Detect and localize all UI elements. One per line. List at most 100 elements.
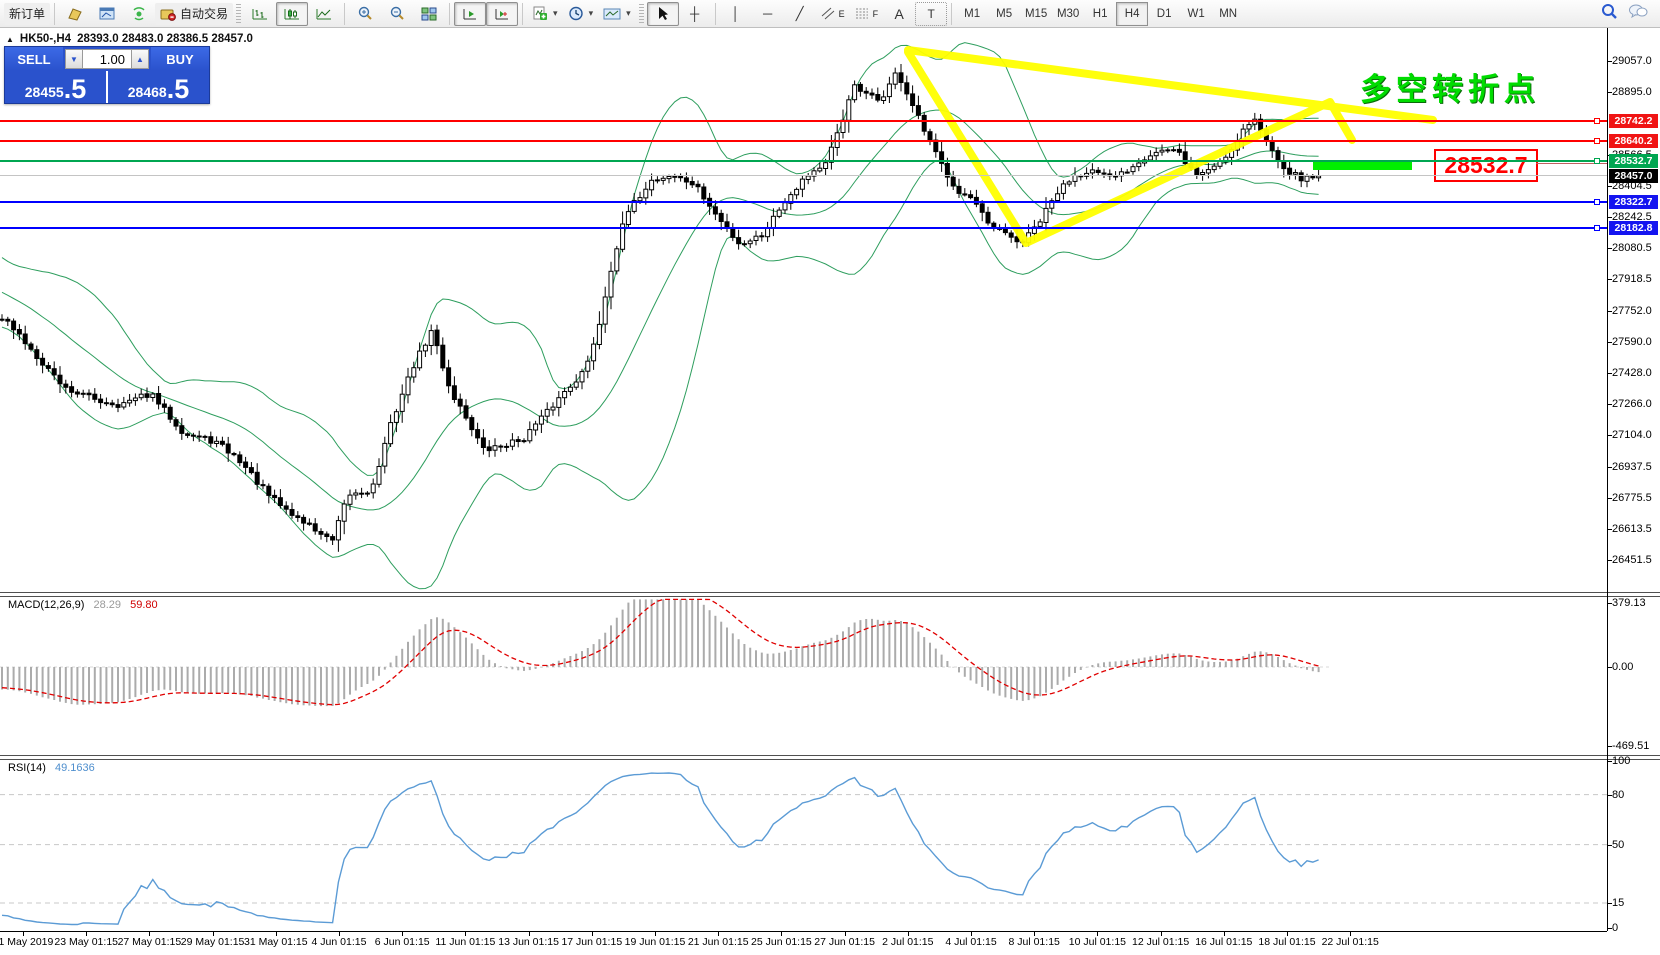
timeframe-d1[interactable]: D1 xyxy=(1156,7,1172,20)
date-label[interactable]: 31 May 01:15 xyxy=(243,936,308,948)
timeframe-m30[interactable]: M30 xyxy=(1056,7,1080,20)
date-tick xyxy=(907,932,909,936)
date-tick xyxy=(1160,932,1162,936)
new-order-button[interactable]: 新订单 xyxy=(4,2,51,25)
date-label[interactable]: 27 May 01:15 xyxy=(117,936,182,948)
timeframe-m15[interactable]: M15 xyxy=(1024,7,1048,20)
date-label[interactable]: 22 Jul 01:15 xyxy=(1321,936,1379,948)
data-window-icon[interactable] xyxy=(123,2,155,26)
date-label[interactable]: 8 Jul 01:15 xyxy=(1008,936,1060,948)
zoom-out-icon[interactable] xyxy=(381,2,413,26)
fibonacci-tool[interactable]: F xyxy=(850,2,884,26)
date-label[interactable]: 25 Jun 01:15 xyxy=(751,936,812,948)
level-line-28182.8[interactable] xyxy=(0,227,1607,230)
level-line-28640.2[interactable] xyxy=(0,139,1607,142)
candles xyxy=(0,64,1322,552)
search-icon[interactable] xyxy=(1600,3,1618,25)
date-label[interactable]: 16 Jul 01:15 xyxy=(1195,936,1253,948)
horizontal-line-tool[interactable]: ─ xyxy=(763,6,773,21)
zoom-in-icon[interactable] xyxy=(349,2,381,26)
level-line-28457.0[interactable] xyxy=(0,175,1607,177)
date-label[interactable]: 23 May 01:15 xyxy=(54,936,119,948)
date-label[interactable]: 11 Jun 01:15 xyxy=(435,936,496,948)
date-label[interactable]: 21 Jun 01:15 xyxy=(687,936,749,948)
rsi-indicator-pane[interactable] xyxy=(0,759,1607,931)
timeframe-h1[interactable]: H1 xyxy=(1092,7,1108,20)
text-tool[interactable]: A xyxy=(894,5,904,22)
line-endpoint-marker[interactable] xyxy=(1594,225,1600,232)
date-label[interactable]: 2 Jul 01:15 xyxy=(882,936,934,948)
date-label[interactable]: 17 Jun 01:15 xyxy=(561,936,623,948)
timeframe-mn[interactable]: MN xyxy=(1219,7,1238,20)
date-label[interactable]: 6 Jun 01:15 xyxy=(374,936,430,948)
support-highlight-bar[interactable] xyxy=(1313,160,1412,170)
price-tick-label: 27752.0 xyxy=(1612,304,1652,317)
profiles-icon[interactable] xyxy=(91,2,123,26)
cursor-tool[interactable] xyxy=(646,1,679,26)
line-endpoint-marker[interactable] xyxy=(1594,137,1600,144)
periods-button[interactable]: ▾ xyxy=(563,2,599,26)
level-line-28742.2[interactable] xyxy=(0,120,1607,123)
trendline-tool[interactable]: ╱ xyxy=(795,6,804,21)
one-click-trading-panel: SELL ▼ 1.00 ▲ BUY 28455 .5 28468 .5 xyxy=(4,46,210,104)
line-chart-mode-icon[interactable] xyxy=(308,2,340,26)
price-tick-label: 27104.0 xyxy=(1612,428,1652,441)
timeframe-w1[interactable]: W1 xyxy=(1187,7,1205,20)
crosshair-tool[interactable]: ┼ xyxy=(690,6,700,21)
price-tag-28457.0: 28457.0 xyxy=(1609,168,1658,183)
label-tool[interactable]: T xyxy=(915,1,948,26)
channel-tool[interactable]: E xyxy=(816,2,850,26)
date-tick xyxy=(1350,932,1352,936)
bar-chart-mode-icon[interactable] xyxy=(244,2,276,26)
date-label[interactable]: 19 Jun 01:15 xyxy=(624,936,686,948)
line-endpoint-marker[interactable] xyxy=(1594,158,1600,165)
autotrade-button[interactable]: 自动交易 xyxy=(155,2,234,25)
date-label[interactable]: 13 Jun 01:15 xyxy=(498,936,559,948)
level-line-28322.7[interactable] xyxy=(0,200,1607,203)
line-endpoint-marker[interactable] xyxy=(1594,198,1600,205)
indicators-button[interactable]: ▾ xyxy=(527,2,563,26)
toolbar-grip[interactable] xyxy=(236,3,242,24)
symbol-period-label: HK50-,H4 xyxy=(19,33,72,45)
buy-button[interactable]: BUY xyxy=(151,47,209,71)
new-chart-icon[interactable] xyxy=(59,2,91,26)
vertical-line-tool[interactable]: │ xyxy=(731,6,740,21)
timeframe-m1[interactable]: M1 xyxy=(964,7,981,20)
date-tick xyxy=(1287,932,1288,936)
sell-price[interactable]: 28455 .5 xyxy=(5,71,106,103)
dropdown-caret: ▾ xyxy=(588,8,594,18)
macd-indicator-pane[interactable] xyxy=(0,596,1607,755)
volume-decrease-button[interactable]: ▼ xyxy=(65,49,83,69)
price-chart-pane[interactable] xyxy=(0,28,1607,592)
volume-increase-button[interactable]: ▲ xyxy=(131,49,149,69)
line-endpoint-marker[interactable] xyxy=(1594,118,1600,125)
price-callout-box[interactable]: 28532.7 xyxy=(1434,149,1538,182)
pane-separator[interactable] xyxy=(0,755,1660,760)
timeframe-m5[interactable]: M5 xyxy=(996,7,1013,20)
macd-label: MACD(12,26,9) 28.29 59.80 xyxy=(8,599,158,611)
date-label[interactable]: 4 Jun 01:15 xyxy=(311,936,367,948)
collapse-panel-icon[interactable]: ▲ xyxy=(6,34,14,44)
toolbar-grip[interactable] xyxy=(638,3,644,24)
date-label[interactable]: 10 Jul 01:15 xyxy=(1068,936,1126,948)
tile-windows-icon[interactable] xyxy=(413,2,445,26)
date-label[interactable]: 12 Jul 01:15 xyxy=(1131,936,1190,948)
price-tick-label: 27266.0 xyxy=(1612,397,1652,410)
level-line-28532.7[interactable] xyxy=(0,160,1607,163)
autoscroll-icon[interactable] xyxy=(454,1,487,26)
date-label[interactable]: 29 May 01:15 xyxy=(180,936,245,948)
chat-icon[interactable] xyxy=(1628,3,1648,24)
volume-field[interactable]: 1.00 xyxy=(83,49,131,69)
chart-shift-icon[interactable] xyxy=(486,1,519,26)
date-label[interactable]: 18 Jul 01:15 xyxy=(1258,936,1316,948)
timeframe-h4[interactable]: H4 xyxy=(1116,1,1149,26)
candlestick-mode-icon[interactable] xyxy=(276,1,309,26)
pane-separator[interactable] xyxy=(0,592,1660,597)
date-label[interactable]: 27 Jun 01:15 xyxy=(814,936,875,948)
templates-button[interactable]: ▾ xyxy=(598,2,636,26)
turning-point-annotation[interactable]: 多空转折点 xyxy=(1360,72,1540,107)
sell-button[interactable]: SELL xyxy=(5,47,63,71)
buy-price[interactable]: 28468 .5 xyxy=(108,71,209,103)
date-label[interactable]: 4 Jul 01:15 xyxy=(945,936,997,948)
date-label[interactable]: 21 May 2019 xyxy=(0,936,54,948)
